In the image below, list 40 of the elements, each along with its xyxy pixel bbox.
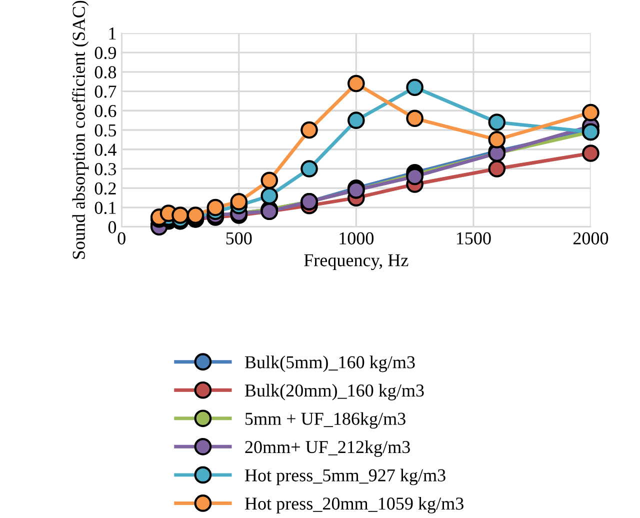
y-tick-label: 0.1 (94, 202, 116, 214)
point (348, 74, 365, 92)
legend-label: Hot press_5mm_927 kg/m3 (244, 468, 446, 486)
x-tick-label: 1000 (340, 232, 374, 244)
x-tick-label: 500 (226, 232, 252, 244)
point (230, 193, 248, 210)
point (172, 206, 189, 224)
point (260, 187, 278, 205)
y-tick-label: 0.4 (94, 144, 116, 156)
point (582, 144, 600, 162)
point (582, 104, 600, 122)
point (488, 114, 506, 131)
y-tick-label: 0.8 (94, 66, 116, 78)
x-axis-title: Frequency, Hz (304, 254, 408, 270)
point (348, 112, 365, 129)
point (406, 110, 424, 128)
legend-label: 5mm + UF_186kg/m3 (246, 412, 406, 429)
legend-label: Bulk(20mm)_160 kg/m3 (244, 384, 424, 400)
point (488, 131, 506, 148)
y-tick-label: 0.5 (94, 124, 116, 137)
legend-label: Hot press_20mm_1059 kg/m3 (244, 497, 464, 514)
x-tick-label: 1500 (456, 232, 491, 244)
y-tick-label: 1 (109, 27, 116, 40)
y-tick-label: 0.6 (94, 104, 116, 118)
y-axis-title: Sound absorption coefficient (SAC) (72, 0, 89, 259)
point (300, 160, 318, 178)
y-tick-label: 0.9 (94, 46, 116, 60)
x-tick-label: 0 (118, 232, 126, 244)
legend-label: 20mm+ UF_212kg/m3 (245, 440, 410, 457)
y-tick-label: 0.2 (94, 182, 116, 195)
point (260, 172, 278, 190)
y-tick-label: 0 (108, 221, 116, 234)
point (206, 198, 224, 216)
legend-label: Bulk(5mm)_160 kg/m3 (244, 356, 415, 372)
point (300, 121, 318, 139)
point (488, 160, 506, 178)
y-tick-label: 0.3 (94, 163, 116, 176)
point (406, 78, 424, 96)
y-tick-label: 0.7 (94, 86, 116, 98)
x-tick-label: 2000 (573, 232, 608, 244)
